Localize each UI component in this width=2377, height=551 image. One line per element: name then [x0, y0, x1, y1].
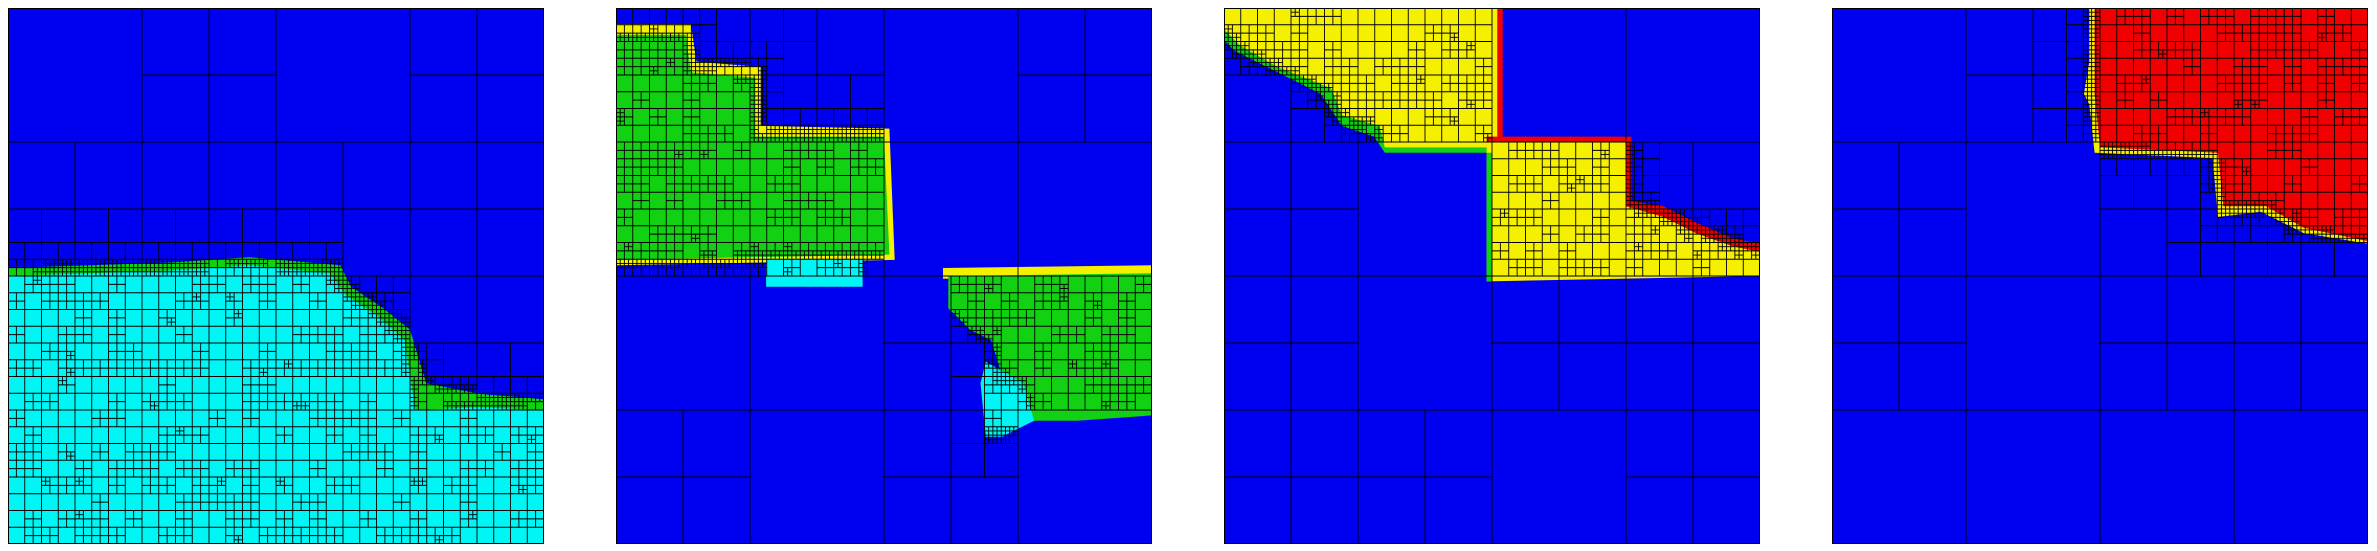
mesh-lines: [1832, 8, 2368, 544]
yellow-region: [1224, 8, 1498, 148]
red-region: [1497, 8, 1503, 142]
quadtree-cells: [616, 8, 1152, 544]
quadtree-cells: [8, 8, 544, 544]
quadtree-panel-3: [1224, 8, 1760, 544]
quadtree-panel-2: [616, 8, 1152, 544]
quadtree-cells: [1832, 8, 2368, 544]
quadtree-panel-4: [1832, 8, 2368, 544]
panel-border: [1832, 8, 2368, 544]
mesh-lines: [1224, 8, 1760, 544]
quadtree-mesh-3: [1224, 8, 1760, 544]
quadtree-panel-1: [8, 8, 544, 544]
panel-border: [616, 8, 1152, 544]
green-region: [616, 34, 890, 260]
mesh-lines: [616, 8, 1152, 544]
green-region: [948, 273, 1152, 421]
mesh-lines: [8, 8, 544, 544]
region-fills: [616, 24, 1152, 437]
panel-border: [1224, 8, 1760, 544]
red-region: [2094, 8, 2368, 242]
green-region: [1486, 152, 1492, 282]
quadtree-cells: [1224, 8, 1760, 544]
quadtree-mesh-1: [8, 8, 544, 544]
quadtree-mesh-4: [1832, 8, 2368, 544]
quadtree-mesh-2: [616, 8, 1152, 544]
cyan-region: [766, 259, 863, 287]
panel-border: [8, 8, 544, 544]
yellow-region: [1486, 142, 1760, 282]
